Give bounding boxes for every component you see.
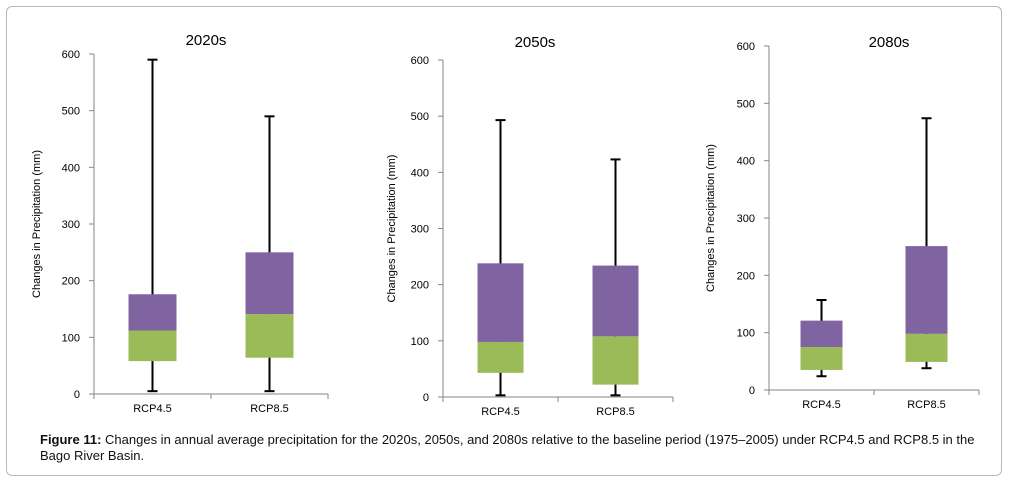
y-tick-label: 600 bbox=[62, 49, 80, 61]
box-upper-quartile bbox=[477, 263, 524, 342]
y-tick-label: 600 bbox=[737, 41, 755, 53]
figure-frame bbox=[6, 6, 1002, 476]
y-tick-label: 300 bbox=[411, 224, 429, 236]
y-tick-label: 100 bbox=[737, 328, 755, 340]
box-upper-quartile bbox=[592, 265, 639, 337]
y-axis-label: Changes in Precipitation (mm) bbox=[705, 144, 717, 292]
chart-title: 2050s bbox=[515, 34, 556, 51]
y-tick-label: 400 bbox=[411, 167, 429, 179]
y-tick-label: 200 bbox=[737, 270, 755, 282]
x-category-label: RCP4.5 bbox=[133, 403, 172, 415]
chart-title: 2080s bbox=[869, 34, 910, 51]
y-tick-label: 500 bbox=[62, 106, 80, 118]
y-tick-label: 300 bbox=[737, 213, 755, 225]
y-tick-label: 0 bbox=[749, 385, 755, 397]
y-tick-label: 500 bbox=[411, 111, 429, 123]
x-category-label: RCP8.5 bbox=[596, 406, 635, 418]
y-tick-label: 500 bbox=[737, 98, 755, 110]
caption-text: Changes in annual average precipitation … bbox=[40, 432, 975, 463]
x-category-label: RCP8.5 bbox=[907, 399, 946, 411]
y-tick-label: 100 bbox=[411, 336, 429, 348]
x-category-label: RCP8.5 bbox=[250, 403, 289, 415]
y-tick-label: 300 bbox=[62, 219, 80, 231]
box-upper-quartile bbox=[905, 246, 948, 334]
y-tick-label: 0 bbox=[423, 392, 429, 404]
box-lower-quartile bbox=[905, 333, 948, 362]
chart-title: 2020s bbox=[186, 32, 227, 49]
box-upper-quartile bbox=[245, 252, 294, 315]
y-axis-label: Changes in Precipitation (mm) bbox=[31, 150, 43, 298]
y-tick-label: 600 bbox=[411, 55, 429, 67]
x-category-label: RCP4.5 bbox=[802, 399, 841, 411]
box-lower-quartile bbox=[477, 341, 524, 373]
figure-charts: 2020s 0 100 200 300 400 500 600 Changes in Preci… bbox=[31, 32, 980, 418]
box-lower-quartile bbox=[245, 314, 294, 358]
box-lower-quartile bbox=[800, 347, 843, 370]
y-tick-label: 0 bbox=[74, 389, 80, 401]
y-tick-label: 400 bbox=[737, 156, 755, 168]
box-upper-quartile bbox=[128, 294, 177, 331]
y-tick-label: 400 bbox=[62, 162, 80, 174]
x-category-label: RCP4.5 bbox=[481, 406, 520, 418]
box-lower-quartile bbox=[128, 330, 177, 362]
y-axis-label: Changes in Precipitation (mm) bbox=[386, 155, 398, 303]
y-tick-label: 100 bbox=[62, 332, 80, 344]
box-upper-quartile bbox=[800, 320, 843, 347]
caption-label: Figure 11: bbox=[40, 432, 102, 447]
y-tick-label: 200 bbox=[411, 280, 429, 292]
figure-caption: Figure 11: Changes in annual average pre… bbox=[40, 432, 990, 464]
box-lower-quartile bbox=[592, 336, 639, 385]
y-tick-label: 200 bbox=[62, 276, 80, 288]
